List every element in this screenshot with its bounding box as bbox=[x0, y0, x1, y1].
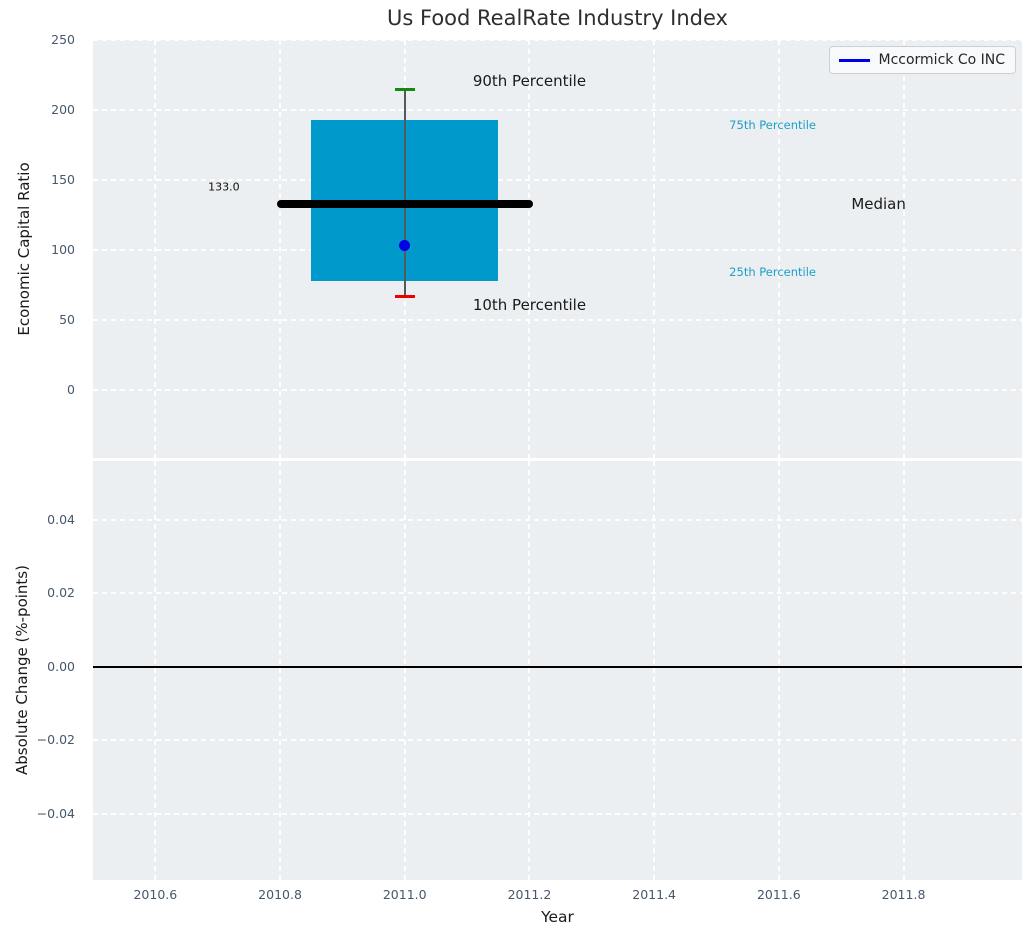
y-tick-label: 150 bbox=[51, 172, 75, 188]
y-tick-label: −0.04 bbox=[36, 806, 75, 822]
vertical-gridline bbox=[154, 40, 157, 458]
y-tick-label: 0.00 bbox=[47, 659, 75, 675]
vertical-gridline bbox=[528, 461, 531, 880]
y-tick-label: 200 bbox=[51, 102, 75, 118]
x-tick-label: 2011.2 bbox=[507, 887, 552, 902]
boxplot-cap-10th-percentile bbox=[394, 294, 415, 298]
vertical-gridline bbox=[279, 40, 282, 458]
vertical-gridline bbox=[653, 40, 656, 458]
annotation-10th-percentile: 10th Percentile bbox=[472, 295, 587, 314]
horizontal-gridline bbox=[93, 109, 1022, 112]
top-axes-economic-capital-ratio: Mccormick Co INC bbox=[93, 39, 1022, 458]
annotation-75th-percentile: 75th Percentile bbox=[729, 118, 817, 133]
y-tick-label: 0.02 bbox=[47, 585, 75, 601]
bottom-axes-absolute-change bbox=[93, 461, 1022, 880]
y-tick-label: 250 bbox=[51, 32, 75, 48]
horizontal-gridline bbox=[93, 39, 1022, 41]
vertical-gridline bbox=[403, 461, 406, 880]
horizontal-gridline bbox=[93, 249, 1022, 252]
boxplot-median-line bbox=[276, 200, 533, 208]
annotation-90th-percentile: 90th Percentile bbox=[472, 71, 587, 90]
vertical-gridline bbox=[777, 40, 780, 458]
horizontal-gridline bbox=[93, 389, 1022, 392]
chart-title: Us Food RealRate Industry Index bbox=[387, 6, 728, 30]
x-tick-label: 2010.8 bbox=[258, 887, 302, 902]
vertical-gridline bbox=[653, 461, 656, 880]
vertical-gridline bbox=[902, 40, 905, 458]
boxplot-whisker-line bbox=[403, 89, 406, 297]
legend-series-label: Mccormick Co INC bbox=[878, 52, 1006, 68]
horizontal-gridline bbox=[93, 179, 1022, 182]
annotation-133-0: 133.0 bbox=[208, 180, 240, 194]
zero-change-line bbox=[93, 665, 1022, 668]
vertical-gridline bbox=[154, 461, 157, 880]
x-axis-label: Year bbox=[541, 908, 574, 926]
horizontal-gridline bbox=[93, 592, 1022, 595]
horizontal-gridline bbox=[93, 518, 1022, 521]
vertical-gridline bbox=[528, 40, 531, 458]
x-tick-label: 2011.0 bbox=[382, 887, 427, 902]
x-tick-label: 2010.6 bbox=[133, 887, 178, 902]
y-tick-label: 0 bbox=[67, 382, 75, 398]
x-tick-label: 2011.6 bbox=[756, 887, 801, 902]
legend-line-icon bbox=[838, 58, 870, 62]
vertical-gridline bbox=[902, 461, 905, 880]
y-tick-label: 0.04 bbox=[47, 511, 75, 527]
x-tick-label: 2011.4 bbox=[632, 887, 677, 902]
y-tick-label: 100 bbox=[51, 242, 75, 258]
y-tick-label: 50 bbox=[59, 312, 75, 328]
x-tick-label: 2011.8 bbox=[881, 887, 926, 902]
annotation-25th-percentile: 25th Percentile bbox=[729, 265, 817, 280]
annotation-median: Median bbox=[851, 194, 906, 213]
vertical-gridline bbox=[279, 461, 282, 880]
horizontal-gridline bbox=[93, 739, 1022, 742]
company-data-point bbox=[399, 240, 411, 252]
horizontal-gridline bbox=[93, 812, 1022, 815]
boxplot-cap-90th-percentile bbox=[394, 87, 415, 91]
horizontal-gridline bbox=[93, 319, 1022, 322]
legend: Mccormick Co INC bbox=[828, 46, 1016, 74]
vertical-gridline bbox=[777, 461, 780, 880]
y-tick-label: −0.02 bbox=[36, 732, 75, 748]
